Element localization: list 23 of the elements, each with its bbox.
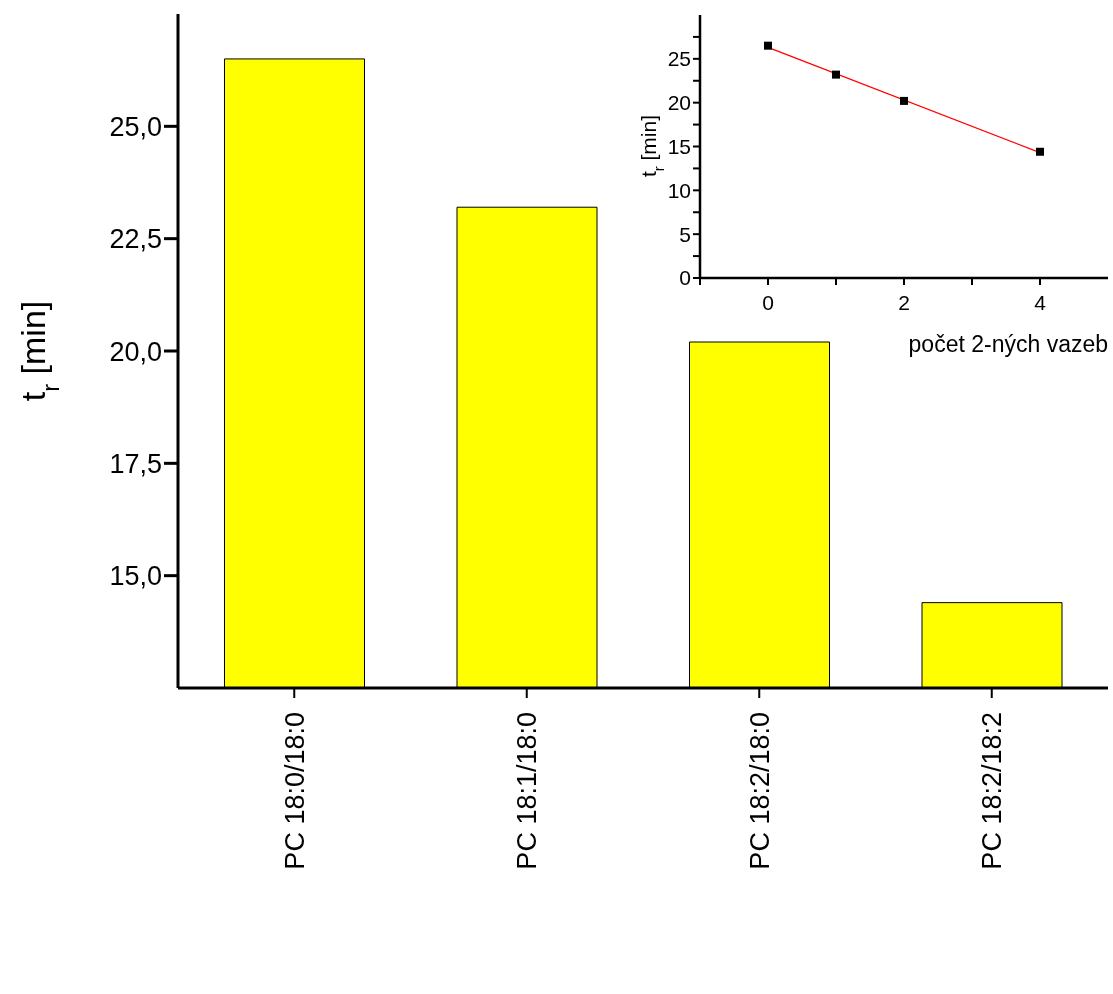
- x-tick-label: 4: [1034, 290, 1047, 314]
- y-tick-label: 17,5: [109, 448, 162, 479]
- point: [832, 70, 840, 79]
- x-tick-label: PC 18:2/18:0: [744, 712, 775, 870]
- y-tick-label: 25,0: [109, 111, 162, 142]
- y-tick-label: 20: [667, 91, 691, 115]
- y-tick-label: 5: [679, 222, 691, 246]
- point: [1036, 147, 1044, 156]
- x-tick-label: PC 18:1/18:0: [512, 712, 543, 870]
- x-axis-title: počet 2-ných vazeb: [908, 331, 1108, 357]
- y-tick-label: 20,0: [109, 336, 162, 367]
- y-tick-label: 10: [667, 178, 691, 202]
- y-tick-label: 15,0: [109, 561, 162, 592]
- x-tick-label: 0: [762, 290, 774, 314]
- y-tick-label: 22,5: [109, 224, 162, 255]
- point: [900, 96, 908, 105]
- y-tick-label: 0: [679, 266, 691, 290]
- y-tick-label: 25: [667, 47, 691, 71]
- x-tick-label: PC 18:2/18:2: [977, 712, 1008, 870]
- x-tick-label: PC 18:0/18:0: [279, 712, 310, 870]
- y-tick-label: 15: [667, 134, 691, 158]
- point: [764, 41, 772, 50]
- x-tick-label: 2: [898, 290, 910, 314]
